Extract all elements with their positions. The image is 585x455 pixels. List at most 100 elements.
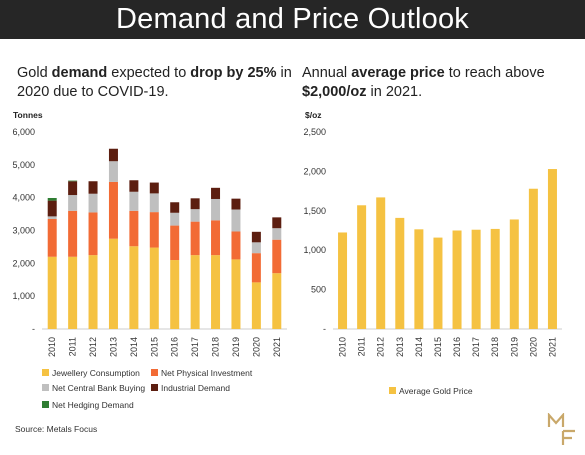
bar-physical-2019 bbox=[231, 231, 241, 260]
bar-physical-2020 bbox=[251, 253, 261, 283]
bar-price-2011 bbox=[357, 205, 367, 329]
bar-industrial-2010 bbox=[47, 200, 57, 217]
bar-central_bank-2010 bbox=[47, 216, 57, 220]
bar-physical-2017 bbox=[190, 221, 200, 256]
bar-industrial-2016 bbox=[170, 202, 180, 213]
headline-bold: $2,000/oz bbox=[302, 84, 367, 100]
x-tick-label: 2012 bbox=[88, 337, 98, 357]
headline-text: Annual bbox=[302, 65, 352, 81]
headline-text: expected to bbox=[107, 65, 191, 81]
bar-central_bank-2011 bbox=[68, 195, 78, 211]
bar-central_bank-2012 bbox=[88, 193, 98, 213]
bar-price-2012 bbox=[376, 197, 386, 329]
x-tick-label: 2016 bbox=[170, 337, 180, 357]
headline-bold: drop by 25% bbox=[190, 65, 277, 81]
y-tick-label: - bbox=[323, 324, 326, 334]
x-tick-label: 2021 bbox=[547, 337, 557, 357]
y-axis-label: $/oz bbox=[305, 110, 322, 120]
x-tick-label: 2019 bbox=[231, 337, 241, 357]
bar-jewellery-2010 bbox=[47, 256, 57, 329]
bar-jewellery-2011 bbox=[68, 256, 78, 329]
x-tick-label: 2015 bbox=[433, 337, 443, 357]
bar-industrial-2012 bbox=[88, 181, 98, 194]
y-tick-label: 1,000 bbox=[12, 291, 35, 301]
bar-physical-2016 bbox=[170, 225, 180, 261]
x-tick-label: 2014 bbox=[414, 337, 424, 357]
y-tick-label: 2,000 bbox=[303, 166, 326, 176]
bar-physical-2012 bbox=[88, 212, 98, 256]
y-tick-label: 4,000 bbox=[12, 193, 35, 203]
bar-price-2010 bbox=[338, 232, 348, 329]
bar-price-2020 bbox=[528, 188, 538, 329]
bar-central_bank-2015 bbox=[149, 193, 159, 213]
legend-label-hedging: Net Hedging Demand bbox=[52, 400, 134, 410]
x-tick-label: 2013 bbox=[108, 337, 118, 357]
bar-central_bank-2016 bbox=[170, 212, 180, 226]
headline-bold: demand bbox=[51, 65, 108, 81]
bar-central_bank-2019 bbox=[231, 209, 241, 232]
page-title: Demand and Price Outlook bbox=[116, 3, 469, 35]
x-tick-label: 2017 bbox=[190, 337, 200, 357]
price-headline: Annual average price to reach above $2,0… bbox=[302, 64, 572, 102]
bar-price-2014 bbox=[414, 229, 424, 329]
demand-headline: Gold demand expected to drop by 25% in 2… bbox=[17, 64, 292, 102]
legend-label-central_bank: Net Central Bank Buying bbox=[52, 383, 145, 393]
brand-logo bbox=[547, 413, 575, 445]
x-tick-label: 2019 bbox=[509, 337, 519, 357]
legend-swatch-hedging bbox=[42, 401, 49, 408]
bar-price-2017 bbox=[471, 229, 481, 329]
legend-label-physical: Net Physical Investment bbox=[161, 368, 253, 378]
bar-jewellery-2019 bbox=[231, 259, 241, 329]
legend-swatch-industrial bbox=[151, 384, 158, 391]
x-tick-label: 2010 bbox=[338, 337, 348, 357]
bar-industrial-2020 bbox=[251, 231, 261, 243]
bar-price-2015 bbox=[433, 237, 443, 329]
legend-swatch-central_bank bbox=[42, 384, 49, 391]
legend-label-industrial: Industrial Demand bbox=[161, 383, 230, 393]
bar-industrial-2019 bbox=[231, 198, 241, 210]
y-tick-label: 500 bbox=[311, 285, 326, 295]
x-tick-label: 2015 bbox=[149, 337, 159, 357]
bar-physical-2015 bbox=[149, 212, 159, 248]
legend-swatch-price bbox=[389, 387, 396, 394]
headline-text: Gold bbox=[17, 65, 52, 81]
y-tick-label: 5,000 bbox=[12, 160, 35, 170]
headline-text: in 2021. bbox=[366, 84, 423, 100]
x-tick-label: 2016 bbox=[452, 337, 462, 357]
bar-jewellery-2017 bbox=[190, 255, 200, 329]
bar-jewellery-2015 bbox=[149, 247, 159, 329]
y-axis-label: Tonnes bbox=[13, 110, 43, 120]
price-chart: $/oz - 500 1,000 1,500 2,000 2,500 2010 2011 2012… bbox=[303, 110, 562, 396]
legend-label-jewellery: Jewellery Consumption bbox=[52, 368, 140, 378]
bar-physical-2011 bbox=[68, 210, 78, 257]
bar-industrial-2011 bbox=[68, 181, 78, 196]
bar-jewellery-2013 bbox=[108, 238, 118, 329]
bar-jewellery-2016 bbox=[170, 260, 180, 329]
bar-central_bank-2020 bbox=[251, 242, 261, 254]
bar-jewellery-2021 bbox=[272, 273, 282, 329]
y-tick-label: 1,000 bbox=[303, 245, 326, 255]
bar-physical-2013 bbox=[108, 181, 118, 239]
title-banner: Demand and Price Outlook bbox=[0, 0, 585, 39]
bar-central_bank-2014 bbox=[129, 191, 139, 211]
x-tick-label: 2018 bbox=[211, 337, 221, 357]
legend-label-price: Average Gold Price bbox=[399, 386, 473, 396]
x-tick-label: 2018 bbox=[490, 337, 500, 357]
bar-price-2019 bbox=[509, 219, 519, 329]
x-tick-label: 2011 bbox=[357, 337, 367, 356]
bar-price-2016 bbox=[452, 230, 462, 329]
bar-physical-2018 bbox=[211, 220, 221, 256]
bar-central_bank-2018 bbox=[211, 198, 221, 221]
x-tick-label: 2021 bbox=[272, 337, 282, 357]
bar-hedging-2010 bbox=[47, 197, 57, 201]
source-note: Source: Metals Focus bbox=[15, 424, 98, 434]
bar-central_bank-2021 bbox=[272, 228, 282, 240]
bar-industrial-2015 bbox=[149, 182, 159, 194]
x-tick-label: 2014 bbox=[129, 337, 139, 357]
bar-central_bank-2013 bbox=[108, 161, 118, 182]
x-tick-label: 2020 bbox=[251, 337, 261, 357]
y-tick-label: 2,000 bbox=[12, 258, 35, 268]
bar-physical-2021 bbox=[272, 239, 282, 274]
demand-chart: Tonnes - 1,000 2,000 3,000 4,000 5,000 6,000 201… bbox=[12, 110, 287, 410]
y-tick-label: - bbox=[32, 324, 35, 334]
